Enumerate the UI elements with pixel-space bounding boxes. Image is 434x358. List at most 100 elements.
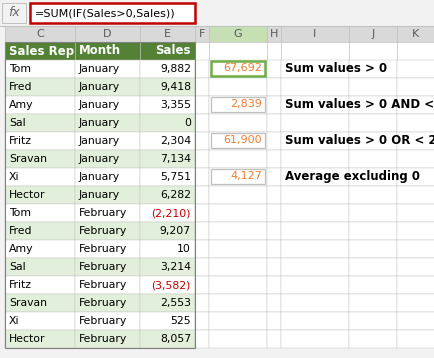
Bar [348,114,396,132]
Bar [396,60,434,78]
Bar [266,276,280,294]
Text: Fred: Fred [9,82,33,92]
Text: Fritz: Fritz [9,280,32,290]
Text: Hector: Hector [9,334,46,344]
Bar [5,258,75,276]
Bar [396,78,434,96]
Bar [208,132,266,150]
Bar [208,186,266,204]
Bar [75,330,140,348]
Text: H: H [269,29,278,39]
Bar [396,42,434,60]
Text: January: January [79,118,120,128]
Bar [208,78,266,96]
Bar [75,78,140,96]
Text: February: February [79,280,127,290]
Bar [194,96,208,114]
Bar [210,169,264,184]
Bar [194,204,208,222]
Bar [194,168,208,186]
Bar [348,150,396,168]
Text: Xi: Xi [9,316,20,326]
Bar [140,42,194,60]
Text: February: February [79,316,127,326]
Bar [75,204,140,222]
Bar [194,276,208,294]
Bar [194,132,208,150]
Bar [194,114,208,132]
Bar [5,42,194,348]
Bar [280,186,348,204]
Bar [140,258,194,276]
Bar [266,132,280,150]
Bar [348,186,396,204]
Text: Sum values > 0: Sum values > 0 [284,62,386,75]
Text: fx: fx [8,6,20,19]
Text: February: February [79,298,127,308]
Text: G: G [233,29,242,39]
Text: Amy: Amy [9,244,33,254]
Bar [140,312,194,330]
Bar [75,42,140,60]
Bar [396,312,434,330]
Bar [194,258,208,276]
Bar [396,96,434,114]
Bar [140,330,194,348]
Bar [210,61,264,76]
Bar [194,312,208,330]
Text: (3,582): (3,582) [151,280,191,290]
Bar [348,60,396,78]
Text: 2,839: 2,839 [230,100,261,110]
Text: 9,882: 9,882 [160,64,191,74]
Text: Sravan: Sravan [9,298,47,308]
Bar [5,312,75,330]
Text: Tom: Tom [9,208,31,218]
Text: C: C [36,29,44,39]
Bar [75,240,140,258]
Bar [348,294,396,312]
Bar [2,3,26,23]
Text: Sal: Sal [9,262,26,272]
Bar [75,114,140,132]
Bar [396,276,434,294]
Text: F: F [198,29,205,39]
Text: 9,418: 9,418 [160,82,191,92]
Bar [280,204,348,222]
Bar [140,186,194,204]
Text: K: K [411,29,419,39]
Bar [210,97,264,112]
Bar [140,168,194,186]
Bar [210,133,264,148]
Text: January: January [79,136,120,146]
Bar [75,60,140,78]
Bar [5,26,75,42]
Bar [75,186,140,204]
Bar [208,26,266,42]
Bar [208,96,266,114]
Text: Sal: Sal [9,118,26,128]
Bar [140,240,194,258]
Text: 2,553: 2,553 [160,298,191,308]
Bar [194,294,208,312]
Text: January: January [79,172,120,182]
Bar [348,42,396,60]
Bar [280,26,348,42]
Bar [266,42,280,60]
Bar [5,204,75,222]
Bar [208,330,266,348]
Bar [5,132,75,150]
Text: Sales: Sales [155,44,191,58]
Bar [208,312,266,330]
Text: 9,207: 9,207 [160,226,191,236]
Bar [280,168,348,186]
Bar [266,222,280,240]
Bar [194,150,208,168]
Text: Month: Month [79,44,121,58]
Bar [348,312,396,330]
Text: Sum values > 0 AND < 2500: Sum values > 0 AND < 2500 [284,98,434,111]
Text: January: January [79,64,120,74]
Bar [280,60,348,78]
Bar [140,294,194,312]
Bar [140,132,194,150]
Bar [280,42,348,60]
